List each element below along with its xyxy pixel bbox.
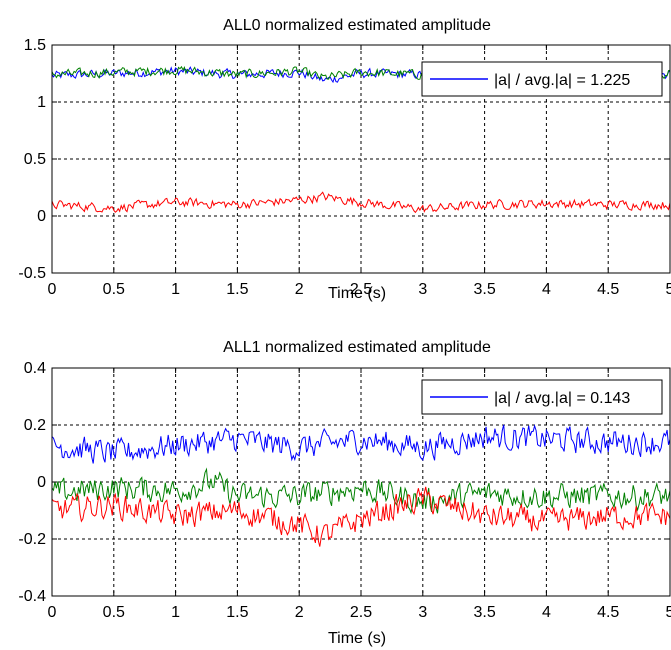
- top-y-tick-label: 0.5: [24, 151, 46, 168]
- bottom-series-group: [51, 424, 671, 547]
- bottom-y-tick-label: 0.2: [24, 417, 46, 434]
- top-x-tick-label: 1.5: [226, 281, 248, 298]
- top-y-tick-label: 1: [37, 94, 46, 111]
- top-x-tick-label: 1: [171, 281, 180, 298]
- bottom-chart-panel: ALL1 normalized estimated amplitude 0 0.5…: [18, 339, 671, 647]
- top-legend: |a| / avg.|a| = 1.225: [421, 61, 663, 97]
- bottom-y-ticks: -0.4 -0.2 0 0.2 0.4: [18, 360, 670, 605]
- bottom-x-tick-label: 3.5: [473, 604, 495, 621]
- top-x-tick-label: 4: [542, 281, 551, 298]
- bottom-x-axis-label: Time (s): [328, 630, 386, 647]
- top-x-axis-label: Time (s): [328, 285, 386, 302]
- bottom-y-tick-label: -0.4: [18, 588, 46, 605]
- top-x-tick-label: 2: [295, 281, 304, 298]
- bottom-y-tick-label: 0.4: [24, 360, 46, 377]
- bottom-x-tick-label: 0: [48, 604, 57, 621]
- top-y-ticks: -0.5 0 0.5 1 1.5: [18, 37, 670, 282]
- top-chart-panel: ALL0 normalized estimated amplitude 0 0.5…: [18, 17, 671, 302]
- top-x-tick-label: 0.5: [103, 281, 125, 298]
- bottom-legend-text: |a| / avg.|a| = 0.143: [494, 390, 630, 407]
- bottom-legend: |a| / avg.|a| = 0.143: [421, 379, 663, 415]
- top-x-ticks: 0 0.5 1 1.5 2 2.5 3 3.5 4 4.5 5: [48, 45, 671, 298]
- top-x-tick-label: 3: [418, 281, 427, 298]
- top-x-tick-label: 0: [48, 281, 57, 298]
- top-x-tick-label: 2.5: [350, 281, 372, 298]
- bottom-x-tick-label: 0.5: [103, 604, 125, 621]
- bottom-series-line-2: [51, 467, 671, 515]
- top-x-tick-label: 3.5: [473, 281, 495, 298]
- bottom-x-tick-label: 4.5: [597, 604, 619, 621]
- bottom-series-line-3: [51, 486, 671, 547]
- bottom-x-tick-label: 3: [418, 604, 427, 621]
- bottom-x-ticks: 0 0.5 1 1.5 2 2.5 3 3.5 4 4.5 5: [48, 368, 671, 621]
- bottom-chart-title: ALL1 normalized estimated amplitude: [223, 339, 491, 356]
- bottom-y-tick-label: -0.2: [18, 531, 46, 548]
- top-y-tick-label: 0: [37, 208, 46, 225]
- top-x-tick-label: 4.5: [597, 281, 619, 298]
- bottom-x-tick-label: 1: [171, 604, 180, 621]
- top-y-tick-label: -0.5: [18, 265, 46, 282]
- top-series-line-3: [51, 191, 671, 214]
- bottom-x-tick-label: 2: [295, 604, 304, 621]
- bottom-x-tick-label: 2.5: [350, 604, 372, 621]
- bottom-y-tick-label: 0: [37, 474, 46, 491]
- bottom-x-tick-label: 4: [542, 604, 551, 621]
- top-x-tick-label: 5: [666, 281, 671, 298]
- top-y-tick-label: 1.5: [24, 37, 46, 54]
- top-chart-title: ALL0 normalized estimated amplitude: [223, 17, 491, 34]
- bottom-x-tick-label: 1.5: [226, 604, 248, 621]
- bottom-series-line-1: [51, 424, 671, 464]
- bottom-x-tick-label: 5: [666, 604, 671, 621]
- top-legend-text: |a| / avg.|a| = 1.225: [494, 72, 630, 89]
